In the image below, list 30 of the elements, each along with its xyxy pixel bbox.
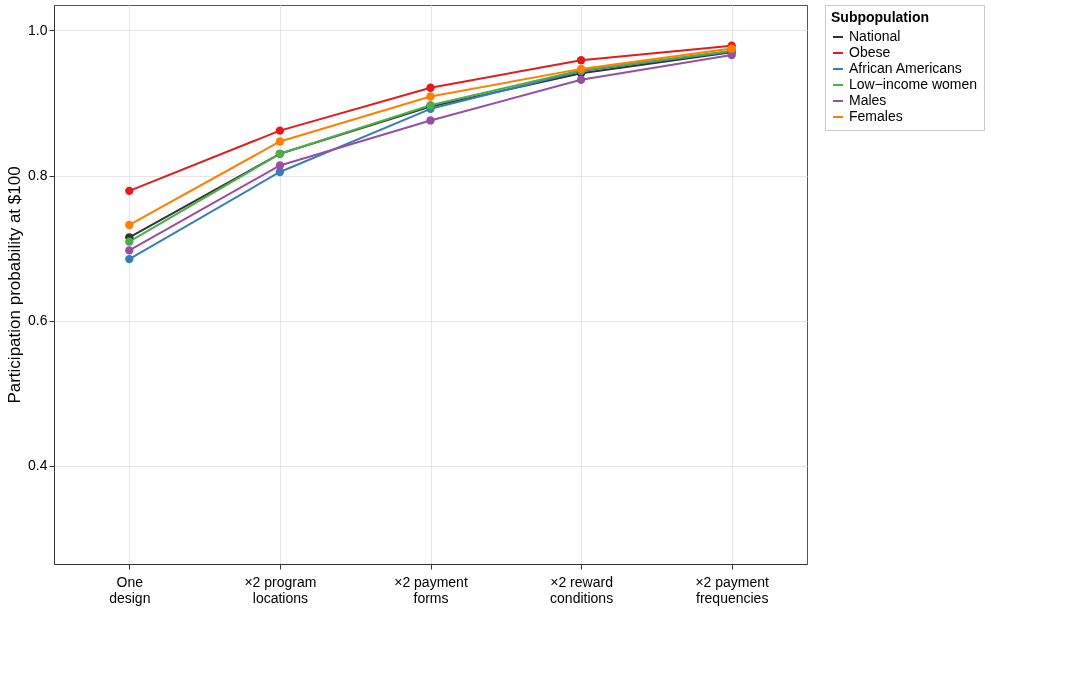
point [275,161,285,170]
y-tick-label: 0.8 [28,167,48,184]
point [426,92,435,101]
x-tick-label: One design [109,573,151,606]
point [125,246,134,255]
legend-label: Males [849,92,887,108]
x-tick-label: ×2 payment forms [394,573,468,606]
legend-label: Obese [849,44,891,60]
point [576,56,586,65]
point [426,83,435,92]
point [275,126,285,135]
y-tick-label: 0.6 [28,312,48,329]
y-axis-title: Participation probability at $100 [5,166,25,404]
y-tick-label: 0.4 [28,457,48,474]
x-tick-label: ×2 payment frequencies [695,573,770,606]
point [125,254,134,264]
point [125,237,134,246]
point [125,220,134,230]
legend-label: National [849,28,901,44]
point [576,75,586,84]
x-tick-label: ×2 program locations [244,573,317,606]
legend-label: African Americans [849,60,962,76]
point [275,137,285,146]
point [426,116,435,125]
x-tick-label: ×2 reward conditions [550,573,614,606]
legend-label: Females [849,108,903,124]
point [125,186,134,196]
legend-label: Low−income women [849,76,978,92]
legend-title: Subpopulation [831,9,929,25]
y-tick-label: 1.0 [28,21,48,38]
